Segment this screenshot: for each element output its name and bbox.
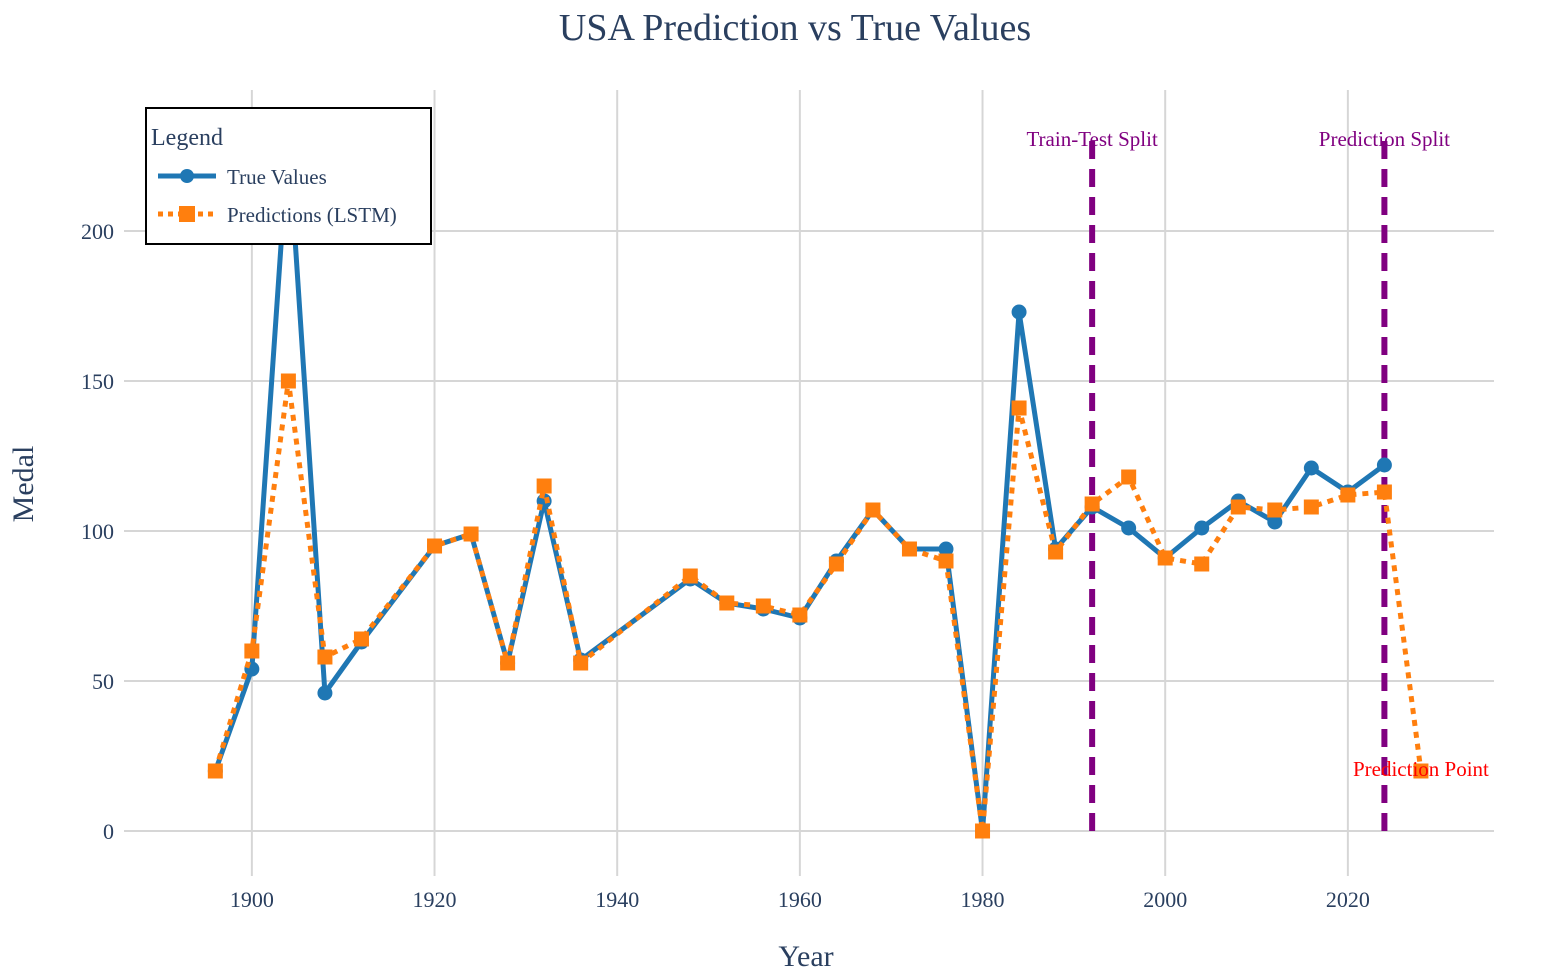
point-pred-1936[interactable]	[573, 655, 589, 671]
point-pred-1972[interactable]	[901, 541, 917, 557]
point-pred-1932[interactable]	[536, 478, 552, 494]
x-tick-label: 1920	[413, 887, 457, 912]
y-axis-title: Medal	[7, 446, 40, 523]
point-pred-1896[interactable]	[207, 763, 223, 779]
point-pred-1912[interactable]	[353, 631, 369, 647]
legend-marker-circle-icon	[180, 169, 194, 183]
x-tick-label: 1980	[961, 887, 1005, 912]
point-true-1984[interactable]	[1011, 304, 1027, 320]
point-pred-2000[interactable]	[1157, 550, 1173, 566]
point-pred-1920[interactable]	[427, 538, 443, 554]
point-pred-1908[interactable]	[317, 649, 333, 665]
tick-labels: 1900 1920 1940 1960 1980 2000 2020 0 50 100 150 200	[81, 219, 1370, 912]
x-tick-label: 1960	[778, 887, 822, 912]
series-layer	[207, 130, 1429, 839]
split-label-0: Train-Test Split	[1026, 127, 1158, 151]
point-pred-2020[interactable]	[1340, 487, 1356, 503]
legend-label-predictions: Predictions (LSTM)	[227, 203, 397, 227]
point-pred-1996[interactable]	[1121, 469, 1137, 485]
x-tick-label: 1940	[595, 887, 639, 912]
point-pred-2016[interactable]	[1303, 499, 1319, 515]
y-tick-label: 50	[92, 669, 114, 694]
point-pred-1984[interactable]	[1011, 400, 1027, 416]
point-pred-1924[interactable]	[463, 526, 479, 542]
y-tick-label: 0	[103, 819, 114, 844]
chart-title: USA Prediction vs True Values	[559, 7, 1031, 49]
point-true-2012[interactable]	[1267, 514, 1283, 530]
point-true-2004[interactable]	[1194, 520, 1210, 536]
point-pred-1988[interactable]	[1048, 544, 1064, 560]
legend-item-true-values[interactable]: True Values	[158, 165, 327, 189]
split-label-1: Prediction Split	[1319, 127, 1450, 151]
legend-item-predictions[interactable]: Predictions (LSTM)	[158, 203, 397, 227]
point-pred-1904[interactable]	[280, 373, 296, 389]
y-tick-label: 200	[81, 219, 114, 244]
legend[interactable]: Legend True Values Predictions (LSTM)	[145, 107, 432, 245]
point-pred-1960[interactable]	[792, 607, 808, 623]
point-pred-2004[interactable]	[1194, 556, 1210, 572]
series-line-0	[212, 135, 1386, 834]
y-tick-label: 100	[81, 519, 114, 544]
point-true-1976[interactable]	[938, 541, 954, 557]
point-pred-1928[interactable]	[500, 655, 516, 671]
prediction-point-label: Prediction Point	[1353, 757, 1489, 781]
legend-title: Legend	[151, 125, 223, 151]
x-tick-label: 1900	[230, 887, 274, 912]
point-true-1996[interactable]	[1121, 520, 1137, 536]
point-true-2016[interactable]	[1303, 460, 1319, 476]
point-pred-2008[interactable]	[1230, 499, 1246, 515]
point-true-1908[interactable]	[317, 685, 333, 701]
point-pred-1980[interactable]	[975, 823, 991, 839]
x-axis-title: Year	[778, 940, 833, 973]
point-pred-2012[interactable]	[1267, 502, 1283, 518]
y-tick-label: 150	[81, 369, 114, 394]
point-pred-1956[interactable]	[755, 598, 771, 614]
legend-label-true-values: True Values	[227, 165, 327, 189]
point-pred-1976[interactable]	[938, 553, 954, 569]
point-pred-2024[interactable]	[1376, 484, 1392, 500]
point-true-2024[interactable]	[1376, 457, 1392, 473]
point-pred-1968[interactable]	[865, 502, 881, 518]
point-pred-1992[interactable]	[1084, 496, 1100, 512]
annotations: Train-Test Split Prediction Split Predicti…	[1026, 127, 1489, 781]
legend-marker-square-icon	[179, 206, 195, 222]
point-pred-1948[interactable]	[682, 568, 698, 584]
point-pred-1900[interactable]	[244, 643, 260, 659]
point-pred-2028[interactable]	[1413, 763, 1429, 779]
x-tick-label: 2000	[1143, 887, 1187, 912]
series-line-1	[212, 378, 1424, 834]
point-pred-1964[interactable]	[828, 556, 844, 572]
x-tick-label: 2020	[1326, 887, 1370, 912]
point-pred-1952[interactable]	[719, 595, 735, 611]
